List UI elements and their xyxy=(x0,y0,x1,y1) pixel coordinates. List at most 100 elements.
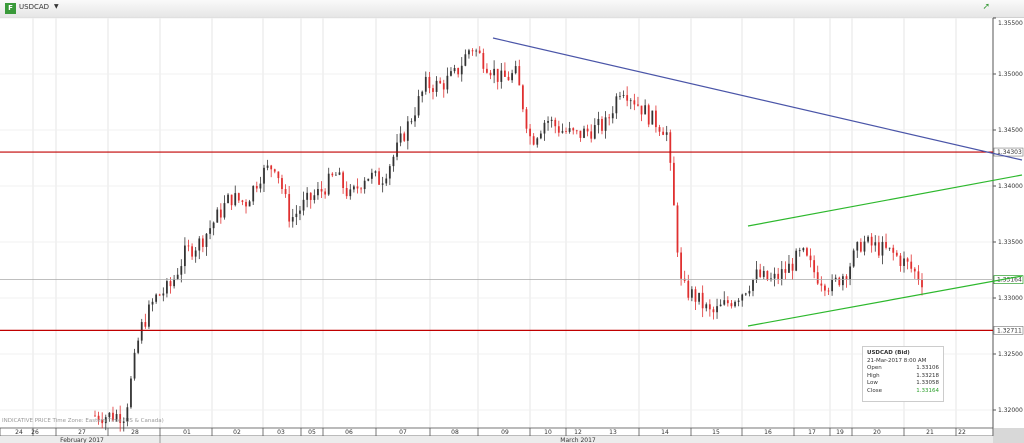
candle-body xyxy=(504,70,506,77)
price-label: 1.32500 xyxy=(998,351,1023,358)
candle-body xyxy=(863,241,866,252)
candle-body xyxy=(277,171,280,179)
candle-body xyxy=(784,269,787,273)
candle-body xyxy=(752,279,754,291)
candle-body xyxy=(561,131,564,133)
candle-body xyxy=(378,171,380,185)
candle-body xyxy=(489,72,492,76)
candle-body xyxy=(723,300,726,305)
candle-body xyxy=(126,407,129,422)
candle-body xyxy=(895,252,898,256)
price-axis xyxy=(993,18,1024,443)
label: High xyxy=(867,372,880,379)
candle-body xyxy=(237,193,240,201)
candle-body xyxy=(500,70,503,82)
candle-body xyxy=(388,166,391,179)
candle-body xyxy=(460,65,463,75)
candle-body xyxy=(446,75,449,90)
candle-body xyxy=(619,95,621,97)
candle-body xyxy=(806,248,808,256)
candle-body xyxy=(273,169,276,172)
label: Close xyxy=(867,387,882,394)
candle-body xyxy=(155,294,158,302)
candle-body xyxy=(406,121,409,141)
candle-body xyxy=(148,304,150,327)
price-label: 1.34000 xyxy=(998,183,1023,190)
price-label: 1.32000 xyxy=(998,407,1023,414)
candle-body xyxy=(712,309,715,313)
candle-body xyxy=(209,228,211,234)
date-label: 01 xyxy=(183,429,191,436)
candle-body xyxy=(608,117,611,119)
candle-body xyxy=(658,127,661,132)
candle-body xyxy=(399,133,402,143)
candle-body xyxy=(119,414,122,423)
date-label: 20 xyxy=(873,429,881,436)
date-label: 19 xyxy=(836,429,844,436)
candle-body xyxy=(788,263,790,273)
date-label: 28 xyxy=(131,429,139,436)
candle-body xyxy=(529,128,531,137)
price-marker-box xyxy=(993,147,1024,157)
candle-body xyxy=(601,118,603,131)
candle-body xyxy=(766,270,769,280)
candle-body xyxy=(910,261,913,269)
candle-body xyxy=(579,130,582,138)
chevron-down-icon[interactable]: ▼ xyxy=(54,3,59,10)
date-label: 13 xyxy=(609,429,617,436)
candle-body xyxy=(759,269,762,277)
price-marker-box xyxy=(993,326,1024,335)
candle-body xyxy=(313,195,316,200)
candle-body xyxy=(464,54,467,66)
candle-body xyxy=(762,270,765,277)
candle-body xyxy=(223,203,226,218)
candle-body xyxy=(248,201,251,207)
symbol-selector[interactable]: USDCAD xyxy=(19,3,50,11)
candle-body xyxy=(478,50,481,53)
candle-body xyxy=(773,273,776,279)
date-label: 24 xyxy=(15,429,23,436)
candle-body xyxy=(363,180,366,190)
candle-body xyxy=(173,278,176,287)
date-label: 06 xyxy=(345,429,353,436)
price-marker-label: 1.34303 xyxy=(997,149,1022,156)
candle-body xyxy=(557,126,560,133)
date-axis xyxy=(0,427,994,437)
month-label: March 2017 xyxy=(560,437,596,443)
candle-body xyxy=(802,248,805,251)
candle-body xyxy=(374,171,377,173)
candle-body xyxy=(108,412,111,418)
candle-body xyxy=(352,186,355,190)
candle-body xyxy=(205,233,208,247)
candle-body xyxy=(629,100,632,102)
candle-body xyxy=(626,95,629,101)
trend-up-icon[interactable]: ➚ xyxy=(982,2,990,12)
value: 1.33164 xyxy=(916,387,939,394)
candle-body xyxy=(234,193,237,206)
candle-body xyxy=(705,304,708,309)
candle-body xyxy=(694,289,697,302)
candle-body xyxy=(748,290,751,294)
candle-body xyxy=(633,100,636,105)
candle-body xyxy=(676,205,679,253)
candle-body xyxy=(777,273,780,279)
candle-body xyxy=(856,242,859,251)
info-row-low: Low 1.33058 xyxy=(867,380,939,388)
candle-body xyxy=(734,301,736,307)
candle-body xyxy=(194,250,197,257)
candle-body xyxy=(755,269,758,280)
price-label: 1.34500 xyxy=(998,127,1023,134)
candle-body xyxy=(921,280,923,288)
candle-body xyxy=(917,271,920,281)
ohlc-info-box: USDCAD (Bid) 21-Mar-2017 8:00 AM Open 1.3… xyxy=(862,346,944,402)
candle-body xyxy=(327,173,330,195)
candle-body xyxy=(903,258,905,266)
candle-body xyxy=(176,274,179,279)
candle-body xyxy=(493,68,496,76)
candle-body xyxy=(615,96,618,114)
candle-body xyxy=(845,276,848,280)
candle-body xyxy=(122,421,125,423)
info-row-high: High 1.33218 xyxy=(867,373,939,381)
candle-body xyxy=(428,76,431,89)
date-label: 03 xyxy=(277,429,285,436)
